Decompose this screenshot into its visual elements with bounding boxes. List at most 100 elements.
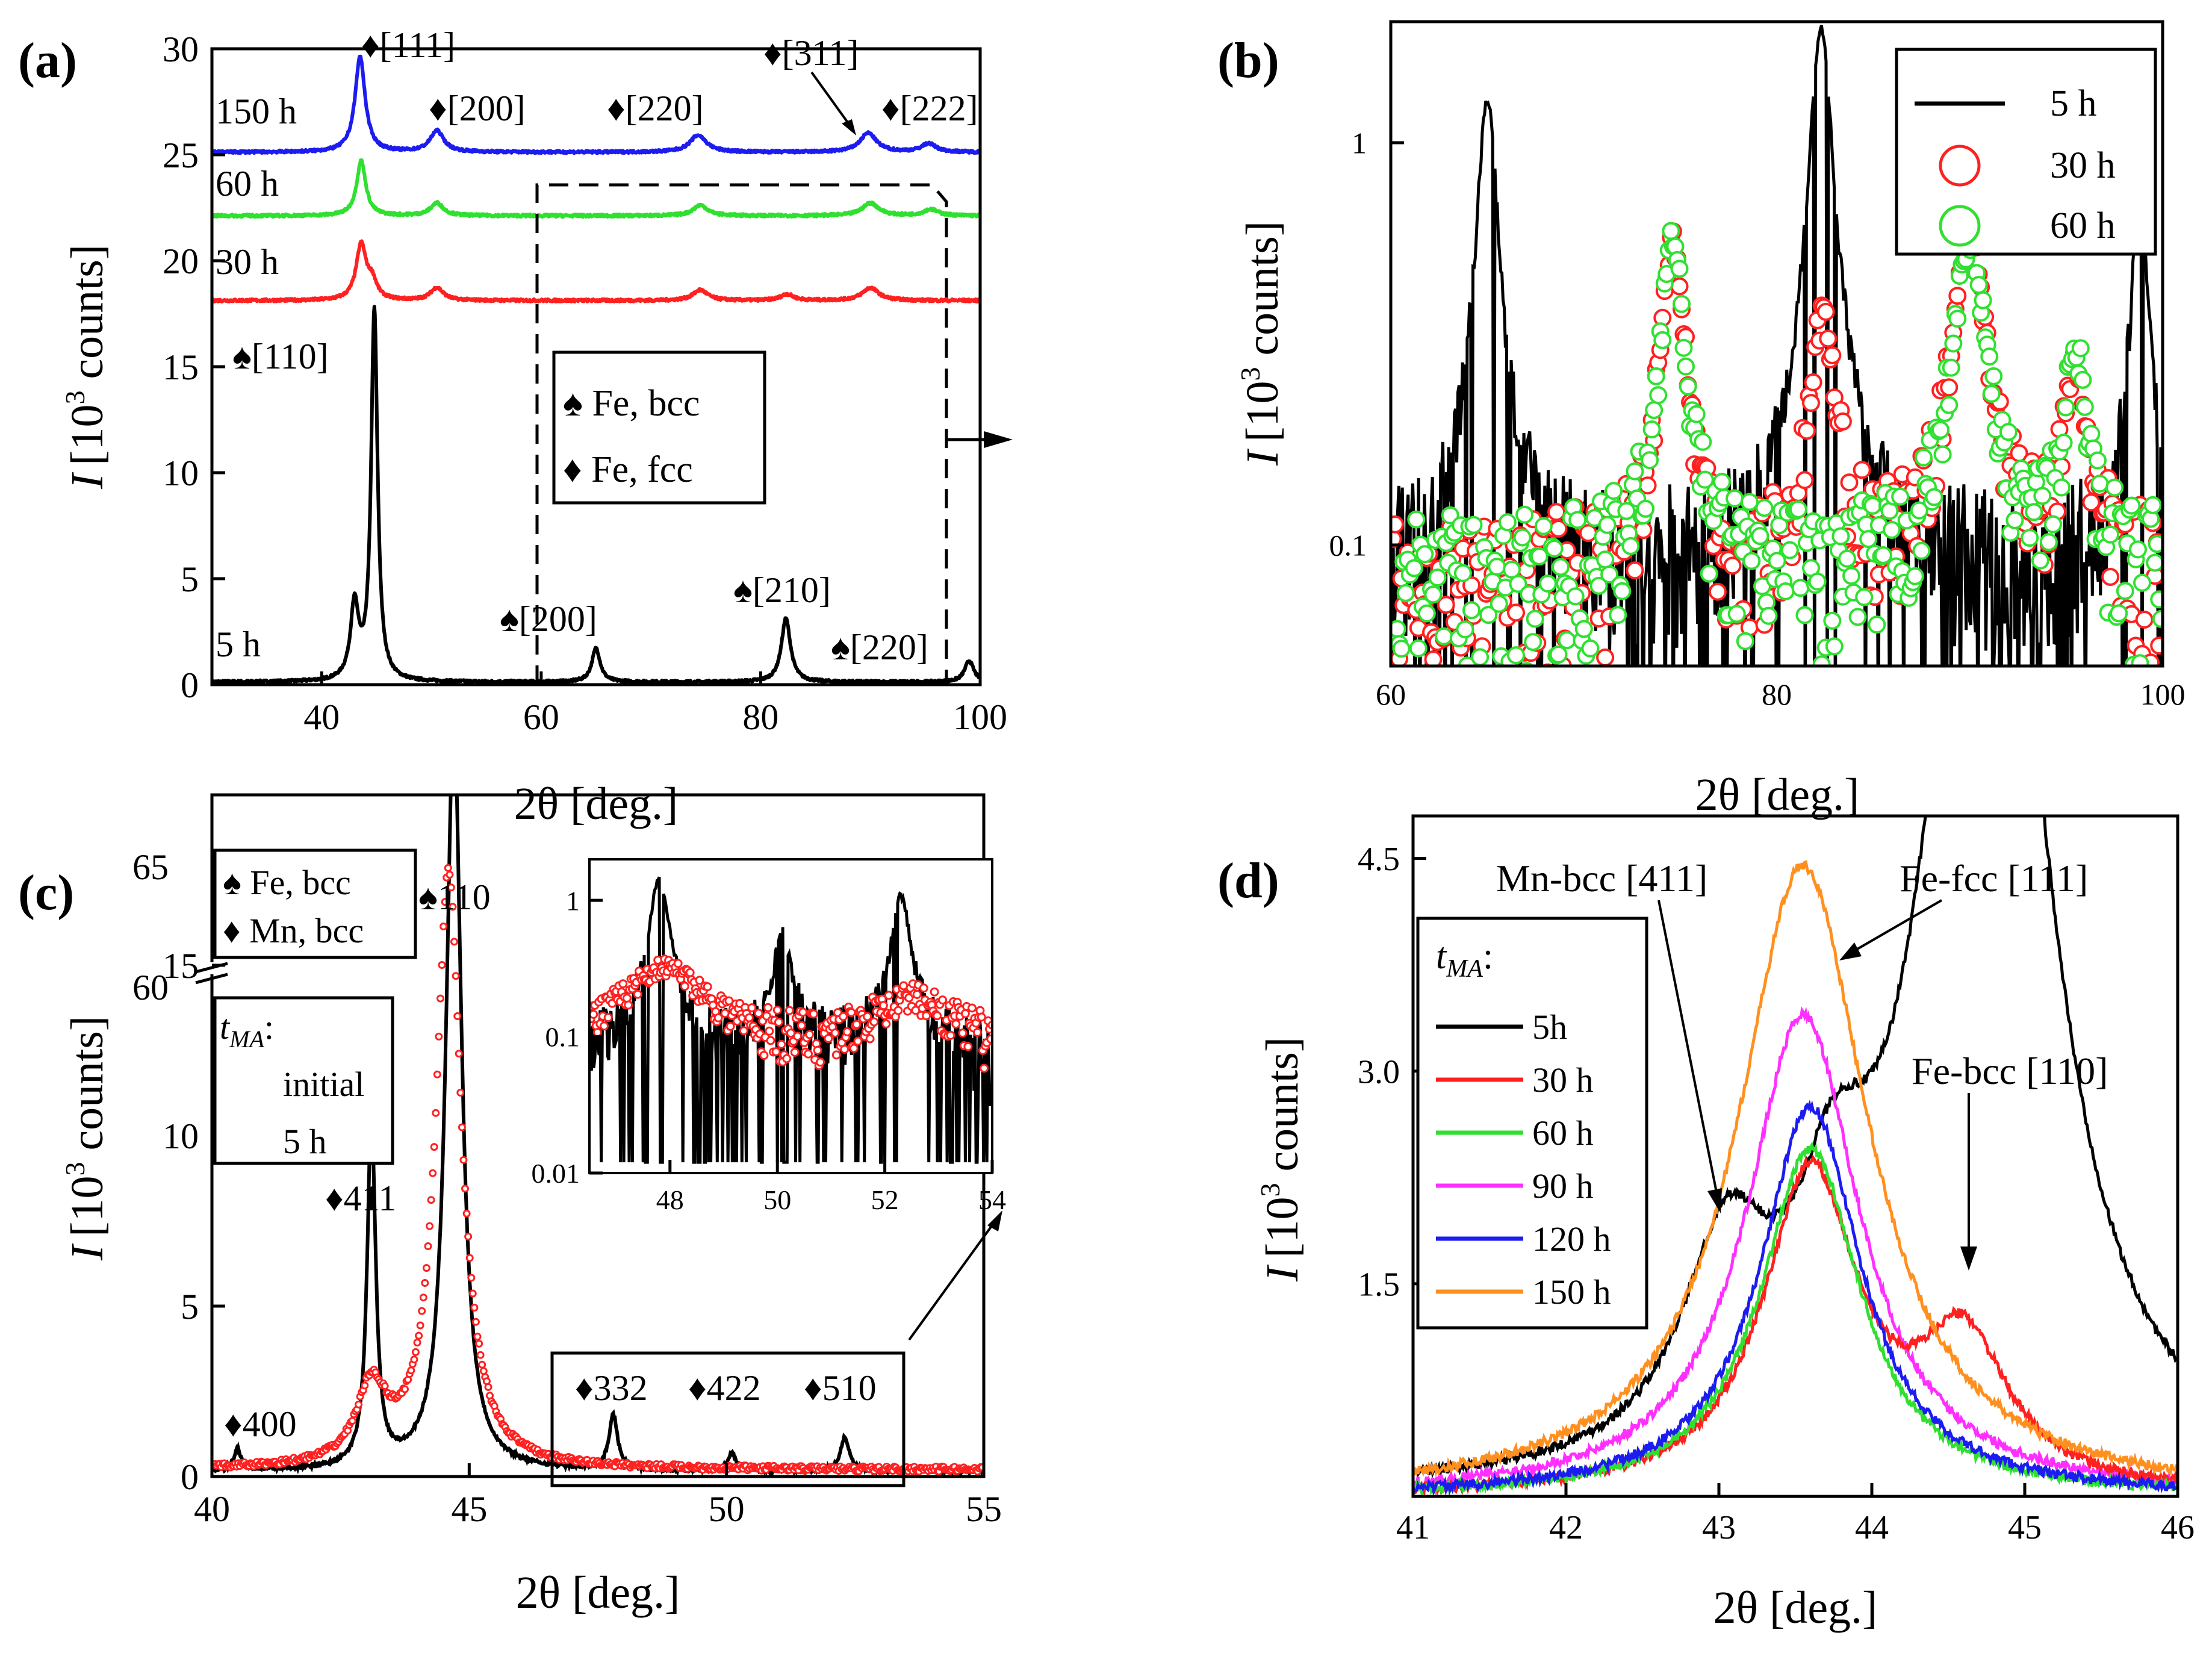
data-point [1581,639,1600,658]
data-point [430,1143,438,1151]
data-point [1468,673,1483,688]
legend-label: 5h [1532,1007,1567,1047]
data-point [842,1027,852,1036]
data-point [813,1045,822,1055]
data-point [446,871,454,879]
data-point [1479,606,1498,624]
data-point [1538,574,1557,593]
data-point [1795,606,1814,624]
y-tick-label: 20 [163,241,199,281]
data-point [930,987,939,997]
data-point [1462,576,1480,594]
data-point [2074,370,2092,389]
data-point [484,1383,492,1391]
series-line-60h [212,158,980,219]
panel-d-annot-fe-bcc-110: Fe-bcc [110] [1912,1050,2108,1092]
x-tick-label: 40 [194,1489,230,1529]
data-point [1483,694,1499,709]
data-point [1534,517,1553,535]
data-point [459,1156,468,1164]
data-point [2135,611,2154,629]
data-point [1526,609,1544,628]
y-tick-label: 0 [181,665,199,705]
data-point [1831,527,1850,546]
data-point [774,1017,783,1027]
y-tick-label: 0.01 [532,1158,580,1189]
data-point [1409,639,1428,658]
data-point [1974,291,1992,310]
data-point [1472,669,1488,685]
data-point [1982,385,2001,403]
panel-c-inset: 48 50 52 54 0.01 0.1 1 [532,858,1006,1215]
x-tick-label: 45 [451,1489,487,1529]
data-point [1883,521,1901,539]
panel-a-label-30h: 30 h [216,242,279,282]
series-line-150h [1413,860,2178,1478]
data-point [467,1274,476,1282]
legend-label: 30 h [1532,1060,1594,1100]
panel-c-inset-y-ticks: 0.01 0.1 1 [532,885,603,1189]
panel-d-legend-title-colon: : [1483,936,1493,977]
data-point [863,1012,872,1021]
panel-d-annot-fe-fcc-111: Fe-fcc [111] [1900,857,2088,900]
data-point [1969,276,1988,294]
data-point [673,959,683,968]
panel-a-legend-bcc: ♠ Fe, bcc [563,383,700,424]
data-point [1407,510,1426,529]
panel-b-x-ticks: 60 80 100 [1376,653,2186,711]
panel-d-annot-fcc-arrowhead [1839,942,1862,960]
data-point [407,1366,415,1375]
panel-d-frame [1411,814,2179,1498]
panel-a-peak-bcc-220: ♠[220] [831,627,928,667]
data-point [1940,396,1959,414]
data-point [1638,476,1657,495]
data-point [418,1307,426,1315]
data-point [1863,496,1882,515]
data-point [411,1348,420,1356]
data-point [456,1089,465,1097]
data-point [421,1279,429,1287]
panel-b-y-axis-label: I [103 counts] [1235,221,1288,466]
data-point [1795,471,1814,490]
legend-label: 90 h [1532,1166,1594,1206]
data-point [968,1003,977,1013]
panel-a-peak-bcc-200: ♠[200] [500,599,597,639]
y-tick-label: 0.1 [1329,528,1367,562]
panel-b-legend-box [1895,48,2157,256]
data-point [765,1026,774,1036]
panel-b-y-axis-exponent: 3 [1235,367,1266,381]
data-point [1509,574,1527,593]
data-point [1740,493,1759,511]
data-point [1823,611,1842,630]
data-point [381,1382,389,1390]
data-point [361,1381,369,1390]
data-point [1906,567,1924,585]
data-point [893,1006,903,1015]
data-point [1432,680,1447,696]
data-point [433,1070,441,1078]
data-point [1605,482,1623,500]
panel-d-annot-fcc-arrow [1852,899,1943,953]
data-point [435,1032,443,1041]
data-point [1542,685,1558,700]
data-point [1470,694,1486,710]
data-point [1825,637,1844,656]
data-point [777,1039,786,1049]
data-point [1596,648,1615,666]
data-point [840,1045,850,1054]
data-point [849,1044,859,1053]
data-point [1511,696,1526,712]
data-point [441,898,449,906]
panel-c-zoom-arrow [908,1218,998,1341]
panel-b-label: (b) [1217,33,1279,89]
panel-b: (b) 60 80 100 0.11 2θ [deg.] I[103 counts]… [1217,20,2186,820]
data-point [1626,561,1644,580]
data-point [1708,582,1727,601]
data-point [1980,347,1999,366]
data-point [1574,620,1593,638]
data-point [1812,655,1831,666]
data-point [453,1012,462,1020]
panel-c-tma-title-colon: : [264,1007,274,1047]
y-tick-label: 1 [566,885,580,916]
x-tick-label: 41 [1396,1509,1430,1546]
